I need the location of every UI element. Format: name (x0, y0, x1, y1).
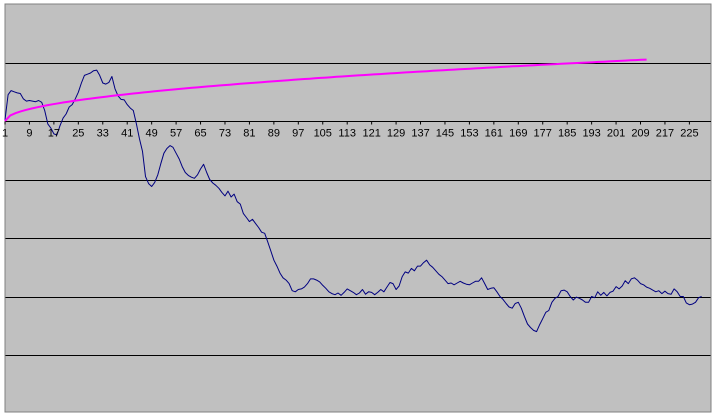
x-tick-label: 137 (411, 128, 429, 140)
x-tick-label: 73 (219, 128, 231, 140)
x-tick-label: 185 (558, 128, 576, 140)
x-tick-label: 201 (607, 128, 625, 140)
x-tick-label: 145 (436, 128, 454, 140)
x-tick-label: 89 (268, 128, 280, 140)
x-tick-label: 193 (582, 128, 600, 140)
x-tick-label: 161 (485, 128, 503, 140)
x-tick-label: 49 (146, 128, 158, 140)
x-tick-label: 121 (362, 128, 380, 140)
series-line-navy (4, 69, 702, 333)
x-tick-label: 169 (509, 128, 527, 140)
x-tick-label: 25 (72, 128, 84, 140)
x-tick-labels: 1 9 17 25 33 41 49 57 65 73 81 89 97 105 113 121 129 137 1… (2, 128, 699, 140)
x-tick-label: 177 (534, 128, 552, 140)
x-tick-label: 9 (26, 128, 32, 140)
x-tick-label: 17 (48, 128, 60, 140)
x-tick-label: 153 (460, 128, 478, 140)
series-line-magenta (4, 58, 647, 122)
series-group (4, 58, 702, 333)
x-tick-label: 65 (194, 128, 206, 140)
x-tick-label: 1 (2, 128, 8, 140)
x-tick-label: 129 (387, 128, 405, 140)
x-tick-label: 225 (680, 128, 698, 140)
x-tick-label: 41 (121, 128, 133, 140)
x-tick-label: 113 (338, 128, 356, 140)
x-tick-label: 97 (292, 128, 304, 140)
x-tick-label: 81 (243, 128, 255, 140)
x-tick-label: 105 (314, 128, 332, 140)
x-tick-label: 33 (97, 128, 109, 140)
x-tick-label: 217 (656, 128, 674, 140)
plot-area-background (5, 4, 711, 412)
x-axis (4, 121, 711, 125)
x-tick-label: 57 (170, 128, 182, 140)
plot-area-border (4, 3, 712, 413)
x-tick-label: 209 (631, 128, 649, 140)
